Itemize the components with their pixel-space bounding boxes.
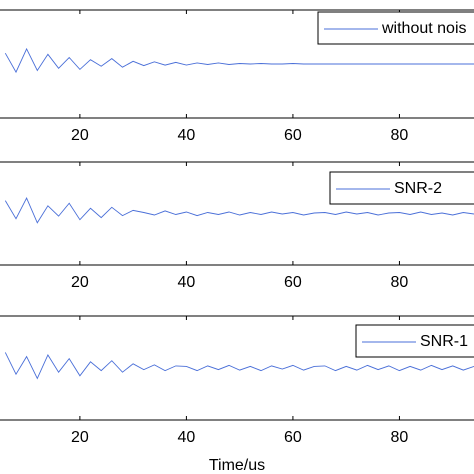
- x-tick-label: 60: [284, 274, 302, 291]
- x-tick-label: 20: [71, 429, 89, 446]
- x-tick-label: 40: [178, 429, 196, 446]
- x-tick-label: 20: [71, 127, 89, 144]
- x-tick-label: 60: [284, 127, 302, 144]
- legend-label: SNR-2: [394, 180, 442, 197]
- x-tick-label: 80: [391, 127, 409, 144]
- data-line: [4, 197, 474, 224]
- x-tick-label: 80: [391, 429, 409, 446]
- x-tick-label: 40: [178, 274, 196, 291]
- legend-label: SNR-1: [420, 333, 468, 350]
- x-tick-label: 20: [71, 274, 89, 291]
- legend-box: [317, 11, 474, 45]
- data-line: [4, 47, 474, 74]
- x-axis-label: Time/us: [209, 457, 265, 474]
- x-tick-label: 40: [178, 127, 196, 144]
- legend-box: [355, 324, 474, 358]
- legend-box: [329, 171, 474, 205]
- x-tick-label: 80: [391, 274, 409, 291]
- legend-label: without nois: [381, 20, 467, 37]
- x-tick-label: 60: [284, 429, 302, 446]
- data-line: [4, 352, 474, 380]
